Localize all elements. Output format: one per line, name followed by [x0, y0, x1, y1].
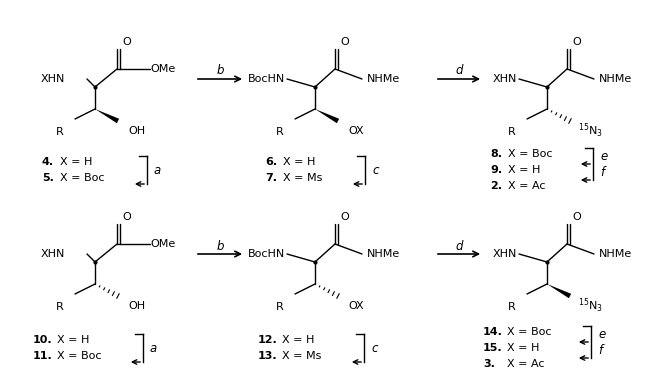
Text: d: d: [455, 65, 463, 78]
Text: O: O: [340, 37, 349, 47]
Text: 4.: 4.: [42, 157, 54, 167]
Text: 14.: 14.: [483, 327, 503, 337]
Text: 15.: 15.: [483, 343, 503, 353]
Text: BocHN: BocHN: [248, 249, 285, 259]
Text: R: R: [56, 127, 64, 137]
Text: X = Ms: X = Ms: [282, 351, 322, 361]
Text: X = Ac: X = Ac: [508, 181, 546, 191]
Text: X = Ms: X = Ms: [283, 173, 322, 183]
Text: OX: OX: [348, 126, 363, 136]
Text: X = Boc: X = Boc: [507, 327, 552, 337]
Text: OMe: OMe: [150, 239, 175, 249]
Text: X = H: X = H: [282, 335, 314, 345]
Text: XHN: XHN: [40, 249, 65, 259]
Text: BocHN: BocHN: [248, 74, 285, 84]
Text: 7.: 7.: [265, 173, 277, 183]
Text: X = Boc: X = Boc: [57, 351, 101, 361]
Text: OH: OH: [128, 126, 145, 136]
Text: X = H: X = H: [507, 343, 540, 353]
Text: 11.: 11.: [33, 351, 53, 361]
Text: a: a: [154, 163, 161, 176]
Text: O: O: [122, 37, 131, 47]
Text: e: e: [598, 327, 605, 340]
Text: OMe: OMe: [150, 64, 175, 74]
Text: X = Ac: X = Ac: [507, 359, 544, 369]
Text: XHN: XHN: [493, 74, 517, 84]
Text: d: d: [455, 240, 463, 253]
Text: b: b: [216, 240, 223, 253]
Text: NHMe: NHMe: [367, 249, 400, 259]
Text: b: b: [216, 65, 223, 78]
Text: R: R: [509, 302, 516, 312]
Text: R: R: [276, 127, 284, 137]
Text: X = Boc: X = Boc: [508, 149, 552, 159]
Text: O: O: [572, 212, 581, 222]
Text: NHMe: NHMe: [367, 74, 400, 84]
Text: O: O: [122, 212, 131, 222]
Text: OH: OH: [128, 301, 145, 311]
Polygon shape: [547, 284, 571, 298]
Text: X = H: X = H: [283, 157, 316, 167]
Text: X = H: X = H: [57, 335, 90, 345]
Polygon shape: [315, 109, 339, 123]
Text: f: f: [598, 343, 602, 356]
Text: NHMe: NHMe: [599, 249, 633, 259]
Text: 10.: 10.: [33, 335, 52, 345]
Text: XHN: XHN: [493, 249, 517, 259]
Text: X = H: X = H: [60, 157, 92, 167]
Text: c: c: [371, 342, 377, 354]
Text: R: R: [56, 302, 64, 312]
Polygon shape: [95, 109, 119, 123]
Text: R: R: [509, 127, 516, 137]
Text: e: e: [600, 149, 607, 162]
Text: 5.: 5.: [42, 173, 54, 183]
Text: X = H: X = H: [508, 165, 540, 175]
Text: OX: OX: [348, 301, 363, 311]
Text: O: O: [340, 212, 349, 222]
Text: NHMe: NHMe: [599, 74, 633, 84]
Text: $^{15}$N$_3$: $^{15}$N$_3$: [578, 297, 603, 315]
Text: X = Boc: X = Boc: [60, 173, 105, 183]
Text: f: f: [600, 165, 604, 178]
Text: 3.: 3.: [483, 359, 495, 369]
Text: 12.: 12.: [258, 335, 278, 345]
Text: 13.: 13.: [258, 351, 278, 361]
Text: 9.: 9.: [490, 165, 502, 175]
Text: 2.: 2.: [490, 181, 502, 191]
Text: 6.: 6.: [265, 157, 277, 167]
Text: O: O: [572, 37, 581, 47]
Text: R: R: [276, 302, 284, 312]
Text: c: c: [372, 163, 379, 176]
Text: XHN: XHN: [40, 74, 65, 84]
Text: $^{15}$N$_3$: $^{15}$N$_3$: [578, 122, 603, 140]
Text: 8.: 8.: [490, 149, 502, 159]
Text: a: a: [150, 342, 157, 354]
